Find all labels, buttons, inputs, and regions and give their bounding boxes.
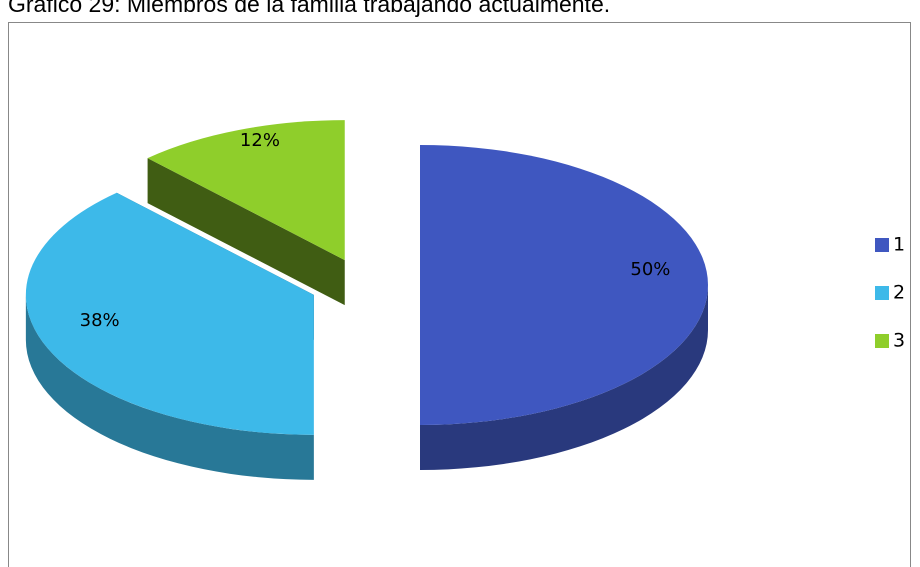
slice-side bbox=[25, 294, 314, 480]
pie-slice bbox=[25, 192, 314, 435]
slice-side bbox=[420, 285, 708, 470]
pie-tops bbox=[25, 120, 708, 435]
legend-swatch bbox=[875, 334, 889, 348]
data-label: 50% bbox=[630, 259, 670, 280]
legend-swatch bbox=[875, 286, 889, 300]
legend-label: 2 bbox=[893, 282, 905, 304]
slice-cut-face bbox=[147, 158, 345, 306]
legend-label: 1 bbox=[893, 234, 905, 256]
legend-label: 3 bbox=[893, 330, 905, 352]
data-label: 38% bbox=[80, 310, 120, 331]
legend-swatch bbox=[875, 238, 889, 252]
chart-title: Gráfico 29: Miembros de la familia traba… bbox=[8, 0, 610, 17]
pie-slice bbox=[147, 120, 345, 261]
data-label: 12% bbox=[240, 130, 280, 151]
pie-slice bbox=[420, 145, 708, 425]
